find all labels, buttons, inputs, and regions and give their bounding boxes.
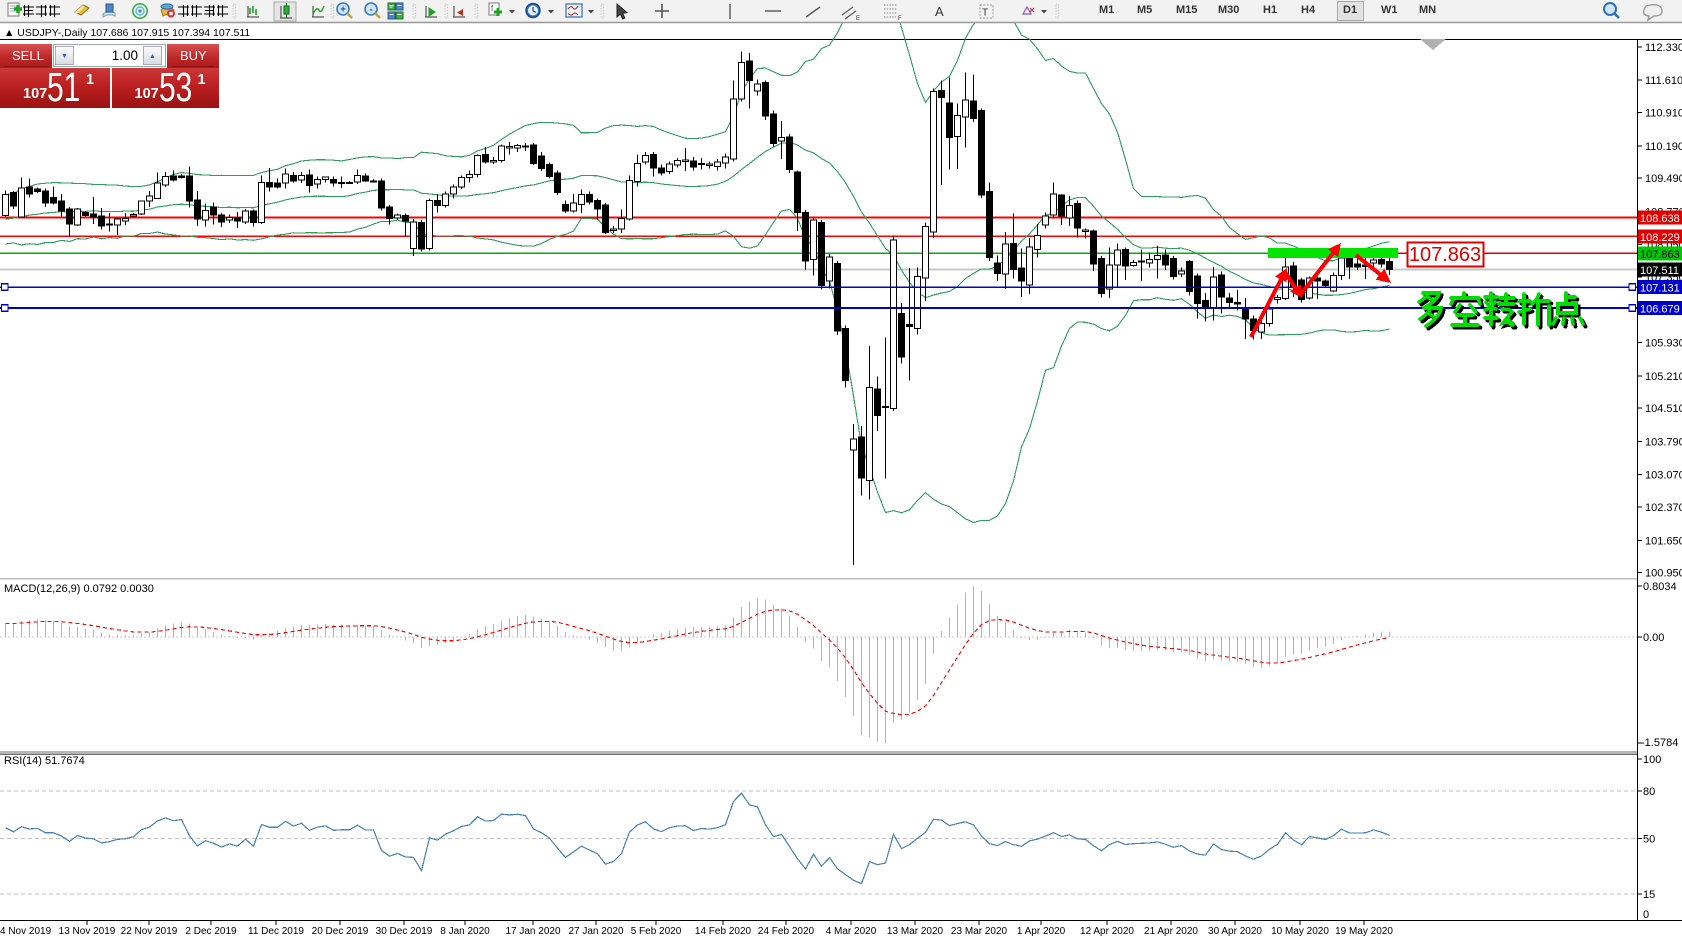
- svg-text:102.370: 102.370: [1645, 502, 1682, 514]
- svg-text:107.511: 107.511: [1640, 265, 1679, 277]
- svg-text:20 Dec 2019: 20 Dec 2019: [312, 926, 369, 937]
- svg-text:21 Apr 2020: 21 Apr 2020: [1144, 926, 1198, 937]
- svg-text:108.229: 108.229: [1640, 232, 1680, 244]
- svg-text:0.00: 0.00: [1643, 632, 1664, 644]
- svg-text:27 Jan 2020: 27 Jan 2020: [568, 926, 623, 937]
- svg-text:5 Feb 2020: 5 Feb 2020: [631, 926, 682, 937]
- svg-text:80: 80: [1643, 786, 1655, 798]
- svg-text:108.638: 108.638: [1640, 213, 1680, 225]
- svg-text:110.190: 110.190: [1645, 141, 1682, 153]
- svg-text:12 Apr 2020: 12 Apr 2020: [1080, 926, 1134, 937]
- svg-text:103.790: 103.790: [1645, 436, 1682, 448]
- svg-text:0.8034: 0.8034: [1643, 581, 1677, 593]
- svg-text:23 Mar 2020: 23 Mar 2020: [951, 926, 1008, 937]
- svg-text:19 May 2020: 19 May 2020: [1335, 926, 1393, 937]
- svg-text:13 Mar 2020: 13 Mar 2020: [887, 926, 944, 937]
- svg-text:MACD(12,26,9) 0.0792 0.0030: MACD(12,26,9) 0.0792 0.0030: [4, 583, 154, 595]
- svg-text:105.210: 105.210: [1645, 371, 1682, 383]
- svg-text:2 Dec 2019: 2 Dec 2019: [185, 926, 237, 937]
- svg-text:0: 0: [1643, 909, 1649, 921]
- svg-text:101.650: 101.650: [1645, 535, 1682, 547]
- svg-text:111.610: 111.610: [1645, 75, 1682, 87]
- svg-text:-: -: [369, 5, 372, 16]
- svg-text:11 Dec 2019: 11 Dec 2019: [248, 926, 304, 937]
- svg-text:F: F: [898, 16, 902, 22]
- svg-text:T: T: [982, 8, 988, 19]
- svg-text:100.950: 100.950: [1645, 568, 1682, 580]
- svg-text:105.930: 105.930: [1645, 338, 1682, 350]
- svg-text:E: E: [856, 16, 860, 22]
- svg-text:104.510: 104.510: [1645, 403, 1682, 415]
- svg-text:13 Nov 2019: 13 Nov 2019: [59, 926, 116, 937]
- svg-text:f: f: [491, 4, 494, 13]
- svg-text:4 Nov 2019: 4 Nov 2019: [0, 926, 52, 937]
- svg-text:10 May 2020: 10 May 2020: [1271, 926, 1329, 937]
- svg-text:4 Mar 2020: 4 Mar 2020: [826, 926, 877, 937]
- svg-text:A: A: [935, 4, 944, 19]
- svg-text:106.679: 106.679: [1640, 303, 1680, 315]
- svg-text:+: +: [340, 5, 346, 16]
- svg-text:100: 100: [1643, 754, 1661, 766]
- svg-text:14 Feb 2020: 14 Feb 2020: [695, 926, 752, 937]
- svg-text:24 Feb 2020: 24 Feb 2020: [758, 926, 815, 937]
- svg-text:30 Dec 2019: 30 Dec 2019: [376, 926, 433, 937]
- svg-text:103.070: 103.070: [1645, 470, 1682, 482]
- svg-text:50: 50: [1643, 834, 1655, 846]
- svg-text:RSI(14) 51.7674: RSI(14) 51.7674: [4, 755, 85, 767]
- svg-text:22 Nov 2019: 22 Nov 2019: [121, 926, 178, 937]
- svg-text:-1.5784: -1.5784: [1641, 737, 1678, 749]
- svg-text:107.863: 107.863: [1409, 244, 1481, 266]
- svg-text:109.490: 109.490: [1645, 173, 1682, 185]
- svg-text:17 Jan 2020: 17 Jan 2020: [505, 926, 560, 937]
- svg-text:30 Apr 2020: 30 Apr 2020: [1208, 926, 1262, 937]
- svg-text:107.863: 107.863: [1640, 249, 1680, 261]
- svg-text:15: 15: [1643, 889, 1655, 901]
- svg-text:8 Jan 2020: 8 Jan 2020: [440, 926, 490, 937]
- svg-text:107.131: 107.131: [1640, 283, 1680, 295]
- svg-text:1 Apr 2020: 1 Apr 2020: [1017, 926, 1066, 937]
- svg-text:▲ USDJPY-,Daily 107.686 107.9: ▲ USDJPY-,Daily 107.686 107.915 107.394 …: [4, 27, 250, 39]
- svg-text:110.910: 110.910: [1645, 108, 1682, 120]
- svg-text:112.330: 112.330: [1645, 42, 1682, 54]
